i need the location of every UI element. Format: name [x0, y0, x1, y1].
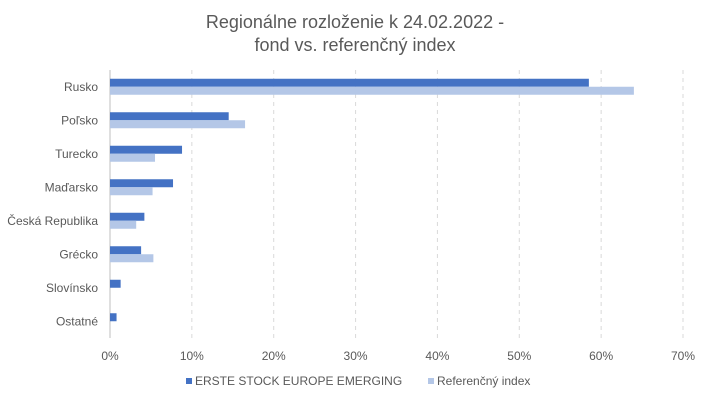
x-tick-label: 70%	[671, 349, 695, 363]
bar-series-2	[110, 254, 154, 263]
category-label: Turecko	[55, 147, 98, 161]
bar-series-1	[110, 279, 121, 288]
category-label: Grécko	[59, 247, 98, 261]
x-tick-label: 40%	[425, 349, 449, 363]
bar-series-2	[110, 220, 137, 229]
x-tick-labels: 0% 10% 20% 30% 40% 50% 60% 70%	[101, 349, 695, 363]
bar-series-1	[110, 112, 229, 121]
bar-series-1	[110, 179, 174, 188]
legend-swatch	[428, 378, 434, 384]
category-label: Maďarsko	[45, 180, 99, 194]
legend-label: Referenčný index	[437, 374, 530, 388]
x-tick-label: 60%	[589, 349, 613, 363]
bar-series-2	[110, 153, 156, 162]
category-label: Slovínsko	[46, 281, 98, 295]
bar-series-2	[110, 120, 246, 129]
legend-label: ERSTE STOCK EUROPE EMERGING	[195, 374, 402, 388]
category-label: Poľsko	[61, 113, 98, 127]
bar-series-2	[110, 86, 634, 95]
x-tick-label: 20%	[262, 349, 286, 363]
bar-series-2	[110, 187, 153, 196]
category-label: Rusko	[64, 80, 98, 94]
bar-series-1	[110, 313, 117, 322]
chart-title-line-2: fond vs. referenčný index	[254, 35, 455, 55]
x-tick-label: 10%	[180, 349, 204, 363]
bars	[110, 78, 634, 322]
x-tick-label: 50%	[507, 349, 531, 363]
x-tick-label: 0%	[101, 349, 119, 363]
bar-series-1	[110, 145, 183, 154]
category-label: Ostatné	[56, 314, 98, 328]
legend: ERSTE STOCK EUROPE EMERGING Referenčný in…	[186, 374, 530, 388]
gridlines	[109, 70, 684, 338]
bar-series-1	[110, 212, 145, 221]
chart-title-line-1: Regionálne rozloženie k 24.02.2022 -	[206, 12, 504, 32]
bar-series-1	[110, 78, 589, 87]
category-labels: Rusko Poľsko Turecko Maďarsko Česká Republik…	[7, 80, 98, 329]
category-label: Česká Republika	[7, 213, 98, 228]
x-tick-label: 30%	[344, 349, 368, 363]
legend-swatch	[186, 378, 192, 384]
bar-series-1	[110, 246, 142, 255]
